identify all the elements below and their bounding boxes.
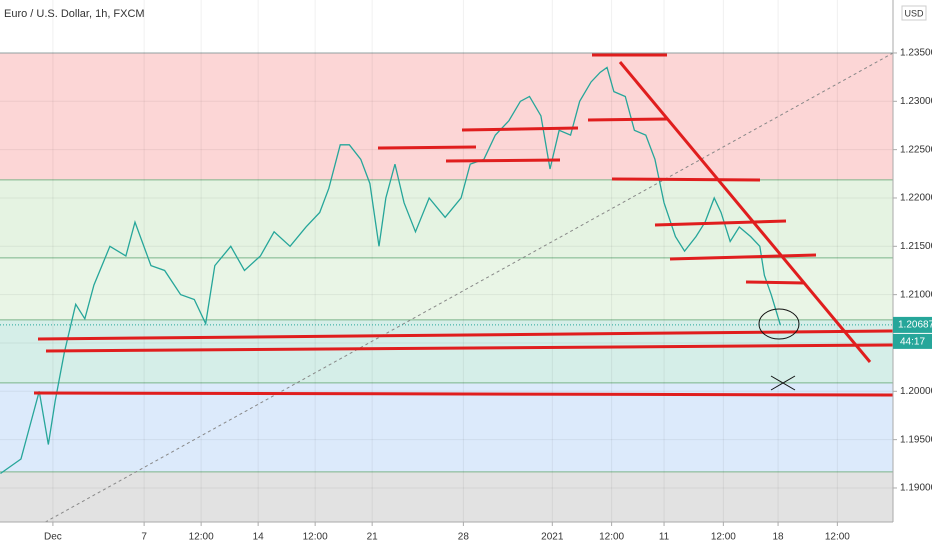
cross-annotation bbox=[770, 375, 796, 391]
x-tick-label: 28 bbox=[458, 532, 470, 543]
zone bbox=[0, 257, 893, 320]
circle-annotation bbox=[758, 308, 800, 340]
y-tick-label: 1.19000 bbox=[900, 483, 932, 494]
drawings bbox=[33, 53, 894, 397]
x-tick-label: 18 bbox=[773, 532, 785, 543]
x-tick-label: 12:00 bbox=[711, 532, 736, 543]
x-tick-label: 12:00 bbox=[189, 532, 214, 543]
price-line bbox=[0, 66, 781, 475]
trend-dashed bbox=[39, 52, 894, 526]
x-axis-bg bbox=[0, 522, 932, 550]
x-tick-label: 21 bbox=[367, 532, 379, 543]
chart-title: Euro / U.S. Dollar, 1h, FXCM bbox=[4, 8, 145, 20]
last-price-label: 1.20687 bbox=[898, 320, 932, 331]
y-tick-label: 1.22000 bbox=[900, 193, 932, 204]
currency: USD bbox=[904, 8, 924, 18]
y-tick-label: 1.19500 bbox=[900, 434, 932, 445]
x-tick-label: 7 bbox=[141, 532, 147, 543]
zone bbox=[0, 52, 893, 180]
x-tick-label: 11 bbox=[659, 532, 670, 543]
y-tick-label: 1.23500 bbox=[900, 48, 932, 59]
zone bbox=[0, 382, 893, 472]
y-tick-label: 1.21500 bbox=[900, 241, 932, 252]
zone bbox=[0, 471, 893, 522]
y-tick-label: 1.20000 bbox=[900, 386, 932, 397]
x-tick-label: Dec bbox=[44, 532, 62, 543]
x-tick-label: 12:00 bbox=[599, 532, 624, 543]
y-tick-label: 1.21000 bbox=[900, 289, 932, 300]
last-price-box bbox=[893, 316, 932, 333]
zone bbox=[0, 179, 893, 258]
x-tick-label: 2021 bbox=[541, 532, 564, 543]
y-tick-label: 1.23000 bbox=[900, 96, 932, 107]
y-tick-label: 1.22500 bbox=[900, 144, 932, 155]
currency-box bbox=[901, 5, 927, 21]
countdown: 44:17 bbox=[900, 337, 925, 348]
countdown-box bbox=[893, 333, 932, 349]
x-tick-label: 12:00 bbox=[825, 532, 850, 543]
x-tick-label: 14 bbox=[253, 532, 265, 543]
y-axis-bg bbox=[893, 0, 932, 550]
x-tick-label: 12:00 bbox=[303, 532, 328, 543]
